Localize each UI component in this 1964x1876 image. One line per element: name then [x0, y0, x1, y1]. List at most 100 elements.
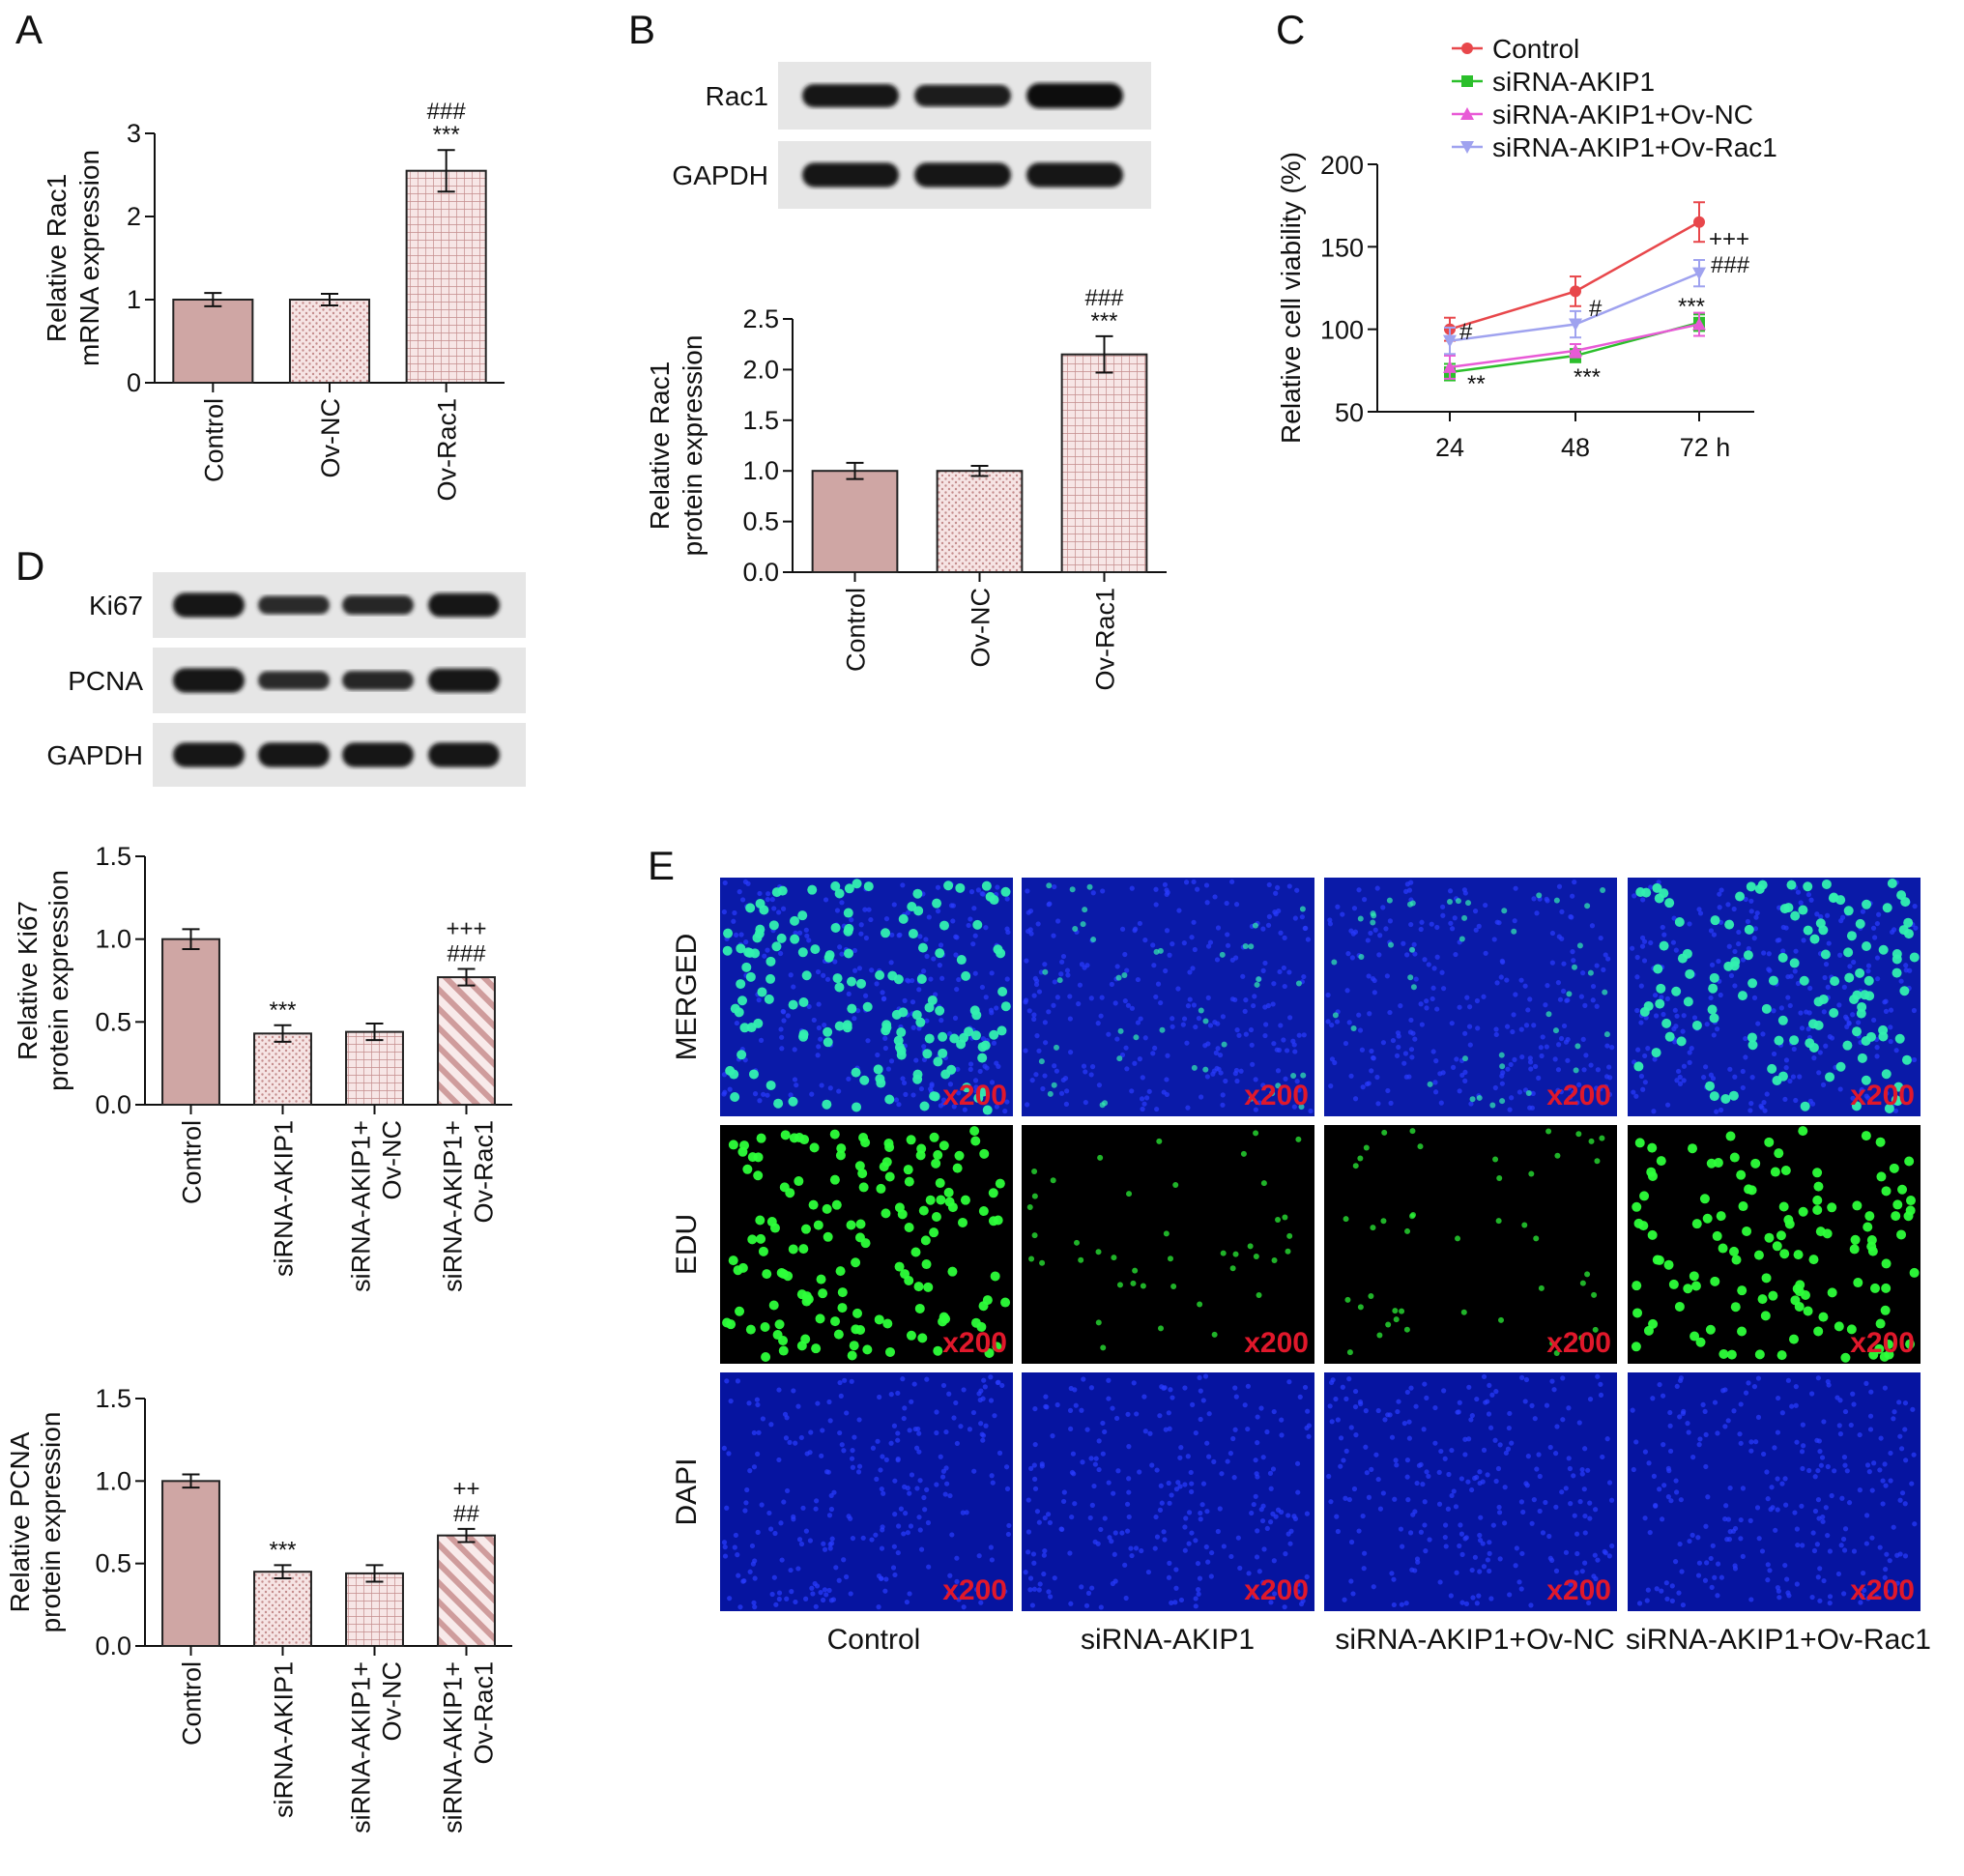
edu-positive-cell [1095, 1249, 1102, 1255]
nucleus [1533, 1063, 1539, 1070]
edu-positive-cell [947, 1202, 958, 1213]
nucleus [1814, 911, 1820, 917]
nucleus [1863, 1513, 1870, 1518]
edu-positive-cell [989, 1029, 999, 1040]
nucleus [977, 1068, 983, 1075]
nucleus [1846, 1020, 1852, 1025]
nucleus [1212, 1020, 1218, 1025]
nucleus [1223, 1078, 1228, 1084]
nucleus [1823, 1505, 1829, 1511]
nucleus [1759, 1548, 1766, 1554]
edu-positive-cell [1290, 1072, 1297, 1079]
nucleus [1709, 962, 1716, 967]
nucleus [1268, 1600, 1274, 1605]
nucleus [1286, 1015, 1293, 1021]
nucleus [1748, 1101, 1754, 1107]
nucleus [1326, 1473, 1332, 1480]
edu-positive-cell [970, 1317, 981, 1328]
nucleus [974, 1586, 980, 1593]
nucleus [1531, 1497, 1537, 1503]
nucleus [1067, 994, 1073, 999]
nucleus [1888, 1450, 1893, 1457]
nucleus [1493, 1478, 1499, 1485]
nucleus [1678, 1375, 1685, 1381]
nucleus [873, 1532, 879, 1538]
nucleus [1463, 1601, 1470, 1606]
nucleus [819, 1453, 824, 1458]
edu-positive-cell [961, 970, 971, 981]
nucleus [1286, 883, 1292, 889]
nucleus [1664, 1596, 1670, 1602]
nucleus [1250, 1061, 1256, 1067]
edu-positive-cell [1545, 1011, 1552, 1018]
nucleus [1052, 883, 1057, 890]
y-axis-label: protein expression [678, 335, 708, 557]
nucleus [1580, 1036, 1586, 1042]
nucleus [893, 1097, 900, 1103]
panel-letter-a: A [15, 7, 43, 52]
edu-positive-cell [747, 1234, 758, 1245]
edu-positive-cell [979, 1148, 990, 1159]
nucleus [826, 1587, 832, 1594]
category-label: Ov-Rac1 [433, 398, 462, 502]
edu-positive-cell [1851, 1101, 1862, 1111]
nucleus [1251, 1593, 1257, 1600]
nucleus [934, 1429, 939, 1436]
nucleus [1531, 896, 1537, 902]
nucleus [1043, 1403, 1049, 1409]
edu-positive-cell [1286, 1232, 1293, 1239]
edu-positive-cell [894, 1042, 905, 1053]
nucleus [1369, 1466, 1374, 1472]
edu-positive-cell [1489, 1102, 1496, 1109]
nucleus [1685, 1421, 1690, 1427]
nucleus [1537, 1473, 1543, 1480]
edu-positive-cell [904, 1223, 914, 1233]
nucleus [1431, 966, 1437, 971]
nucleus [1824, 912, 1831, 918]
edu-positive-cell [764, 994, 774, 1004]
edu-positive-cell [1691, 1020, 1702, 1030]
nucleus [994, 1005, 999, 1011]
nucleus [1096, 1438, 1102, 1444]
nucleus [1034, 1509, 1041, 1515]
y-axis-label: Relative PCNA [5, 1431, 35, 1612]
nucleus [1477, 1569, 1483, 1574]
nucleus [1419, 919, 1425, 925]
edu-positive-cell [754, 929, 765, 939]
edu-positive-cell [1248, 1095, 1255, 1102]
edu-positive-cell [1350, 1025, 1357, 1032]
nucleus [952, 1015, 959, 1021]
nucleus [1153, 1514, 1159, 1520]
edu-positive-cell [955, 882, 966, 893]
nucleus [1328, 1499, 1334, 1505]
edu-positive-cell [1588, 1138, 1595, 1144]
nucleus [1387, 1412, 1393, 1418]
nucleus [970, 941, 976, 947]
nucleus [765, 897, 770, 903]
nucleus [1676, 1590, 1682, 1596]
nucleus [1178, 1445, 1184, 1451]
nucleus [1826, 940, 1832, 946]
nucleus [1297, 1394, 1303, 1400]
nucleus [1025, 888, 1030, 894]
edu-positive-cell [1860, 990, 1870, 1000]
nucleus [792, 1077, 798, 1082]
nucleus [1487, 1382, 1492, 1389]
data-point [1443, 360, 1457, 373]
nucleus [1775, 1585, 1781, 1591]
nucleus [1820, 1082, 1827, 1087]
nucleus [1412, 1036, 1418, 1042]
edu-positive-cell [1844, 972, 1855, 983]
nucleus [1076, 1001, 1082, 1007]
nucleus [1728, 972, 1735, 979]
nucleus [1027, 1575, 1034, 1581]
nucleus [822, 1587, 827, 1593]
nucleus [1534, 910, 1540, 916]
nucleus [968, 1066, 973, 1073]
nucleus [827, 1085, 833, 1091]
nucleus [913, 1445, 920, 1451]
edu-positive-cell [1798, 1126, 1808, 1137]
nucleus [1037, 1581, 1043, 1587]
nucleus [1335, 904, 1341, 909]
nucleus [1272, 1591, 1278, 1597]
